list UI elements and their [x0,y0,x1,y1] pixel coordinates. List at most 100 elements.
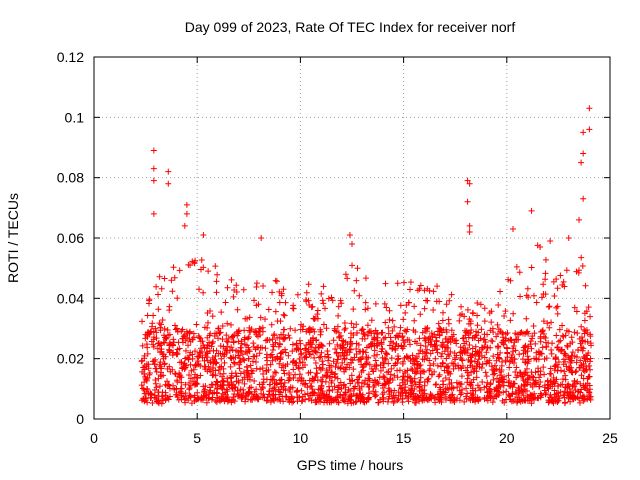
data-point [445,335,452,342]
data-point [186,386,193,393]
data-point [183,201,190,208]
data-point [231,360,238,367]
data-point [228,334,235,341]
data-point [314,311,321,318]
data-point [219,378,226,385]
data-point [275,386,282,393]
data-point [138,382,145,389]
data-point [399,333,406,340]
data-point [461,398,468,405]
data-point [457,344,464,351]
data-point [525,343,532,350]
data-point [313,365,320,372]
data-point [587,340,594,347]
data-point [144,399,151,406]
data-point [389,345,396,352]
data-point [564,390,571,397]
data-point [446,297,453,304]
data-point [335,303,342,310]
data-point [560,361,567,368]
data-point [337,352,344,359]
data-point [342,347,349,354]
data-point [241,334,248,341]
data-point [490,371,497,378]
data-point [155,306,162,313]
data-point [334,323,341,330]
data-point [399,345,406,352]
data-point [479,379,486,386]
data-point [337,364,344,371]
data-point [441,367,448,374]
data-point [572,387,579,394]
data-point [229,385,236,392]
data-point [351,287,358,294]
data-point [519,356,526,363]
data-point [466,330,473,337]
data-point [356,292,363,299]
data-point [397,384,404,391]
data-point [585,350,592,357]
data-point [301,391,308,398]
data-point [465,320,472,327]
data-point [581,326,588,333]
data-point [426,395,433,402]
data-point [257,314,264,321]
data-point [568,364,575,371]
data-point [156,361,163,368]
data-point [139,318,146,325]
data-point [269,357,276,364]
data-point [560,376,567,383]
data-point [374,337,381,344]
data-point [577,380,584,387]
data-point [306,351,313,358]
data-point [474,382,481,389]
data-point [554,285,561,292]
data-point [405,354,412,361]
data-point [587,393,594,400]
data-point [551,387,558,394]
data-point [272,394,279,401]
data-point [513,336,520,343]
data-point [280,331,287,338]
data-point [569,383,576,390]
data-point [547,365,554,372]
data-point [298,398,305,405]
data-point [229,333,236,340]
data-point [475,356,482,363]
data-point [562,376,569,383]
data-point [587,358,594,365]
data-point [246,384,253,391]
data-point [495,302,502,309]
data-point [326,340,333,347]
data-point [364,332,371,339]
data-point [317,398,324,405]
data-point [194,357,201,364]
data-point [220,377,227,384]
data-point [303,342,310,349]
data-point [247,396,254,403]
data-point [341,319,348,326]
data-point [394,374,401,381]
data-point [537,328,544,335]
data-point [312,360,319,367]
data-point [215,335,222,342]
data-point [556,326,563,333]
data-point [148,323,155,330]
data-point [383,380,390,387]
data-point [402,392,409,399]
data-point [364,322,371,329]
data-point [490,329,497,336]
data-point [443,355,450,362]
data-point [230,359,237,366]
data-point [415,394,422,401]
x-tick-label: 5 [193,430,201,446]
data-point [255,395,262,402]
data-point [217,329,224,336]
data-point [277,397,284,404]
data-point [448,327,455,334]
data-point [282,387,289,394]
data-point [523,365,530,372]
data-point [172,322,179,329]
data-point [353,277,360,284]
